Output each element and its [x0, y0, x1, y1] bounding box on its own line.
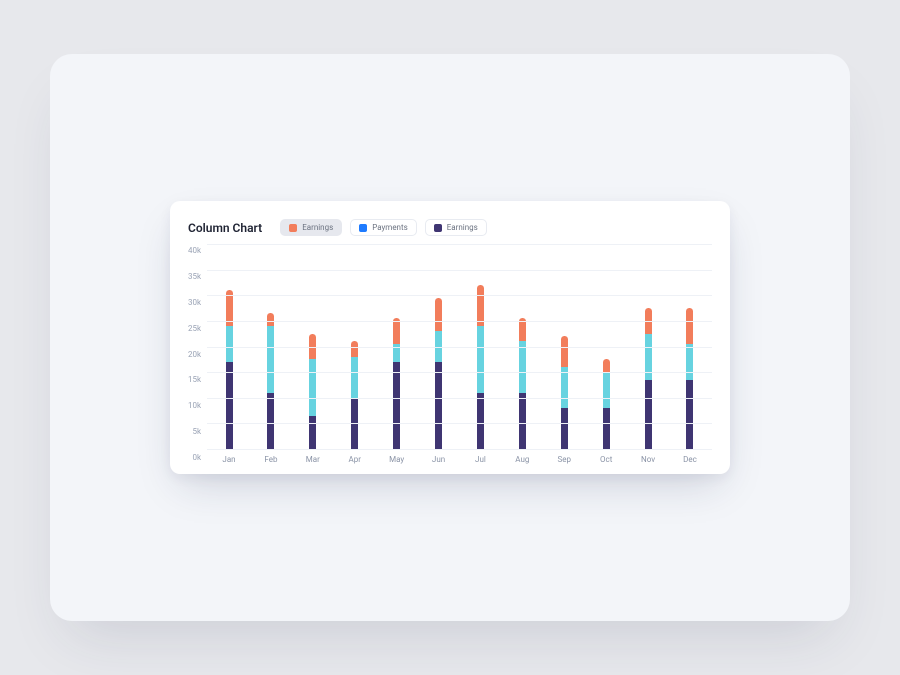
bar[interactable] [226, 290, 233, 449]
legend-item-2[interactable]: Earnings [425, 219, 487, 236]
bar-segment-middle [686, 344, 693, 380]
x-tick: Jun [421, 455, 457, 464]
bar-segment-bottom [645, 380, 652, 449]
bar-segment-middle [309, 359, 316, 415]
x-tick: Sep [546, 455, 582, 464]
bar[interactable] [477, 285, 484, 449]
gridline [207, 449, 712, 450]
chart-title: Column Chart [188, 221, 262, 235]
bar-segment-bottom [435, 362, 442, 449]
y-tick: 35k [188, 272, 201, 281]
bar-segment-middle [226, 326, 233, 362]
bar-segment-bottom [309, 416, 316, 449]
bar[interactable] [309, 334, 316, 449]
bar[interactable] [561, 336, 568, 449]
bar-segment-top [393, 318, 400, 344]
chart-legend: Earnings Payments Earnings [280, 219, 487, 236]
legend-swatch [289, 224, 297, 232]
bar-segment-middle [477, 326, 484, 393]
bar[interactable] [686, 308, 693, 449]
x-tick: Aug [504, 455, 540, 464]
gridline [207, 270, 712, 271]
y-tick: 10k [188, 401, 201, 410]
y-tick: 20k [188, 350, 201, 359]
bar-segment-middle [351, 357, 358, 398]
gridline [207, 372, 712, 373]
chart-plot-area: 40k 35k 30k 25k 20k 15k 10k 5k 0k Jan Feb Mar Apr Ma… [188, 244, 712, 464]
bar-segment-bottom [477, 393, 484, 449]
bar-segment-middle [267, 326, 274, 393]
y-tick: 40k [188, 246, 201, 255]
bar-segment-top [477, 285, 484, 326]
gridline [207, 295, 712, 296]
x-tick: Oct [588, 455, 624, 464]
legend-swatch [359, 224, 367, 232]
bar[interactable] [267, 313, 274, 449]
bar[interactable] [645, 308, 652, 449]
y-axis: 40k 35k 30k 25k 20k 15k 10k 5k 0k [188, 244, 201, 464]
y-tick: 25k [188, 324, 201, 333]
x-tick: Feb [253, 455, 289, 464]
bar[interactable] [393, 318, 400, 449]
gridline [207, 423, 712, 424]
gridline [207, 398, 712, 399]
bar-segment-bottom [267, 393, 274, 449]
y-tick: 0k [192, 453, 201, 462]
bar-segment-bottom [393, 362, 400, 449]
bar[interactable] [351, 341, 358, 449]
legend-item-0[interactable]: Earnings [280, 219, 342, 236]
y-tick: 5k [192, 427, 201, 436]
gridline [207, 321, 712, 322]
bar-segment-bottom [226, 362, 233, 449]
bar-segment-middle [561, 367, 568, 408]
chart-card: Column Chart Earnings Payments Earnings 40… [170, 201, 730, 474]
x-tick: May [379, 455, 415, 464]
bar-segment-bottom [603, 408, 610, 449]
legend-label: Earnings [302, 223, 333, 232]
y-tick: 15k [188, 375, 201, 384]
gridline [207, 347, 712, 348]
x-axis: Jan Feb Mar Apr May Jun Jul Aug Sep Oct Nov Dec [207, 449, 712, 464]
legend-swatch [434, 224, 442, 232]
chart-header: Column Chart Earnings Payments Earnings [188, 219, 712, 236]
bar-segment-top [435, 298, 442, 331]
x-tick: Jul [462, 455, 498, 464]
bar-segment-bottom [519, 393, 526, 449]
outer-card: Column Chart Earnings Payments Earnings 40… [50, 54, 850, 621]
x-tick: Jan [211, 455, 247, 464]
bar-segment-top [351, 341, 358, 356]
bar-segment-top [267, 313, 274, 326]
x-tick: Mar [295, 455, 331, 464]
legend-label: Earnings [447, 223, 478, 232]
x-tick: Apr [337, 455, 373, 464]
bar-segment-bottom [561, 408, 568, 449]
bar-segment-middle [603, 372, 610, 408]
bar-segment-bottom [686, 380, 693, 449]
x-tick: Dec [672, 455, 708, 464]
bar-segment-middle [519, 341, 526, 392]
bar[interactable] [519, 318, 526, 449]
y-tick: 30k [188, 298, 201, 307]
legend-label: Payments [372, 223, 408, 232]
bar-segment-top [686, 308, 693, 344]
bar-segment-top [561, 336, 568, 367]
bar-segment-top [603, 359, 610, 372]
legend-item-1[interactable]: Payments [350, 219, 417, 236]
x-tick: Nov [630, 455, 666, 464]
gridline [207, 244, 712, 245]
chart-plot [207, 244, 712, 449]
